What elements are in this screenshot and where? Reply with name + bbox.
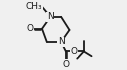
Text: O: O	[27, 24, 34, 33]
Text: O: O	[71, 47, 78, 56]
Text: O: O	[62, 60, 69, 69]
Text: N: N	[58, 37, 65, 46]
Text: CH₃: CH₃	[25, 2, 42, 11]
Text: N: N	[47, 12, 54, 21]
